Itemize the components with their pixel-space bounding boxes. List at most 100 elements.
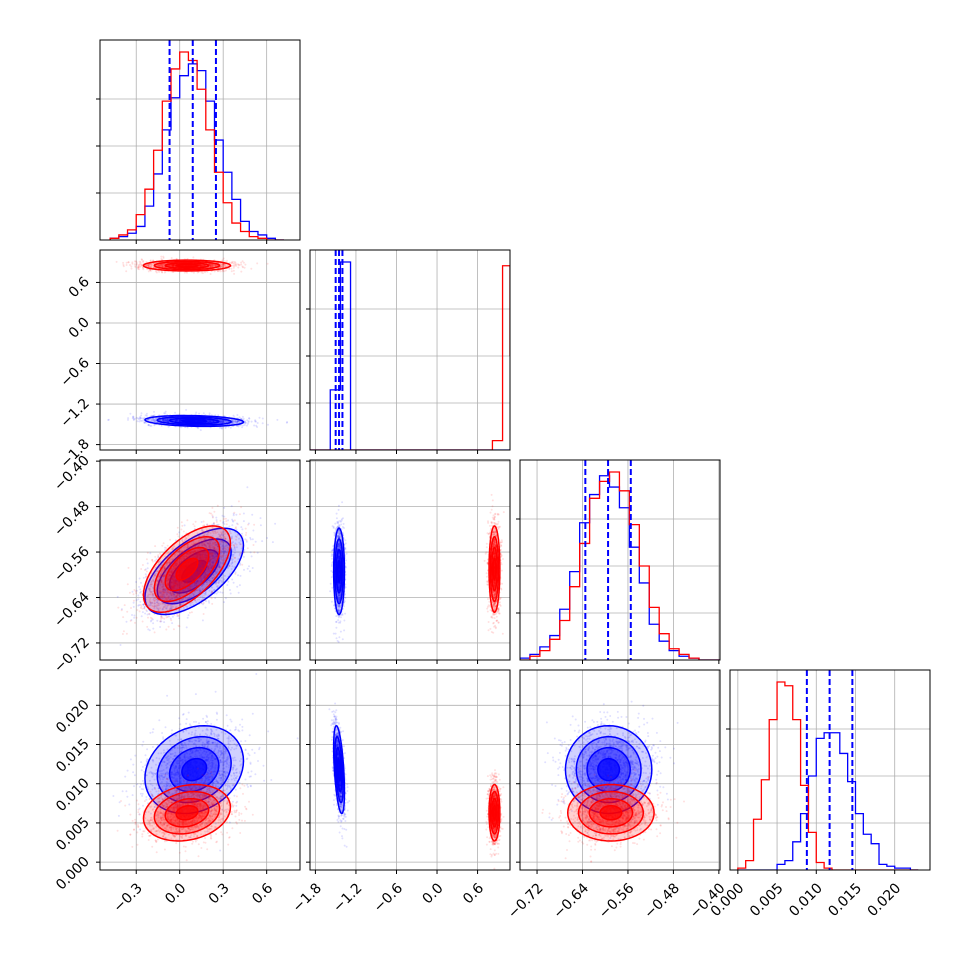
sample-point-red xyxy=(171,264,174,267)
sample-point-blue xyxy=(239,574,242,577)
sample-point-blue xyxy=(244,422,246,425)
sample-point-red xyxy=(134,266,137,269)
sample-point-blue xyxy=(245,421,247,424)
sample-point-blue xyxy=(248,417,251,420)
sample-point-red xyxy=(172,263,174,266)
sample-point-red xyxy=(201,265,204,267)
sample-point-blue xyxy=(143,421,146,424)
sample-point-red xyxy=(137,266,140,269)
sample-point-blue xyxy=(178,419,181,422)
sample-point-blue xyxy=(161,418,164,421)
sample-point-red xyxy=(242,261,245,264)
contour-red xyxy=(164,262,210,269)
sample-point-blue xyxy=(138,420,141,423)
sample-point-blue xyxy=(221,514,224,517)
sample-point-red xyxy=(199,265,202,268)
sample-point-blue xyxy=(176,419,179,422)
sample-point-blue xyxy=(175,419,178,421)
sample-point-red xyxy=(234,261,237,264)
sample-point-blue xyxy=(153,419,156,421)
panel-frame xyxy=(309,249,511,451)
sample-point-red xyxy=(201,272,204,275)
sample-point-red xyxy=(188,611,191,614)
sample-point-blue xyxy=(221,591,224,594)
sample-point-red xyxy=(125,270,128,273)
sample-point-red xyxy=(149,259,152,262)
sample-point-red xyxy=(172,263,175,266)
sample-point-blue xyxy=(208,420,211,423)
sample-point-blue xyxy=(137,604,140,607)
sample-point-red xyxy=(183,271,186,274)
sample-point-blue xyxy=(168,578,170,581)
y-tick-label: −0.6 xyxy=(57,355,92,390)
sample-point-red xyxy=(231,260,234,263)
sample-point-red xyxy=(226,259,228,262)
sample-point-blue xyxy=(207,600,210,603)
sample-point-red xyxy=(131,262,134,265)
sample-point-blue xyxy=(165,419,168,422)
sample-point-red xyxy=(211,264,214,267)
sample-point-red xyxy=(147,265,150,268)
sample-point-blue xyxy=(222,421,225,424)
sample-point-red xyxy=(139,261,142,264)
sample-point-red xyxy=(165,547,168,549)
sample-point-blue xyxy=(209,552,212,555)
sample-point-red xyxy=(171,264,174,267)
sample-point-red xyxy=(214,264,217,267)
sample-point-blue xyxy=(147,423,150,426)
sample-point-red xyxy=(161,264,164,267)
sample-point-red xyxy=(140,263,143,266)
sample-point-red xyxy=(241,535,244,538)
sample-point-red xyxy=(145,261,148,264)
sample-point-blue xyxy=(236,414,239,416)
sample-point-blue xyxy=(152,418,155,421)
sample-point-blue xyxy=(129,412,132,415)
sample-point-blue xyxy=(238,584,241,587)
sample-point-blue xyxy=(231,422,233,425)
sample-point-blue xyxy=(154,419,157,422)
sample-point-red xyxy=(160,257,163,260)
sample-point-blue xyxy=(286,421,289,423)
sample-point-blue xyxy=(167,417,170,420)
sample-point-blue xyxy=(223,506,226,509)
sample-point-red xyxy=(161,271,163,274)
sample-point-blue xyxy=(165,418,168,421)
sample-point-blue xyxy=(202,551,205,554)
sample-point-blue xyxy=(239,417,242,420)
sample-point-blue xyxy=(135,581,138,583)
sample-point-red xyxy=(172,265,175,268)
contour-blue xyxy=(144,414,245,428)
sample-point-blue xyxy=(169,592,172,595)
sample-point-blue xyxy=(175,419,177,422)
sample-point-blue xyxy=(228,525,231,528)
sample-point-red xyxy=(149,265,152,268)
sample-point-blue xyxy=(135,599,138,602)
sample-point-blue xyxy=(209,420,211,423)
sample-point-blue xyxy=(139,600,142,603)
sample-point-blue xyxy=(166,419,169,422)
sample-point-blue xyxy=(144,421,146,424)
sample-point-red xyxy=(213,270,216,273)
sample-point-blue xyxy=(209,420,212,423)
sample-point-blue xyxy=(237,420,240,423)
sample-point-blue xyxy=(175,420,177,422)
sample-point-red xyxy=(242,551,245,554)
sample-point-blue xyxy=(236,425,239,427)
sample-point-red xyxy=(125,261,128,264)
sample-point-red xyxy=(198,264,201,267)
sample-point-blue xyxy=(163,419,166,422)
sample-point-red xyxy=(250,267,253,270)
sample-point-blue xyxy=(152,586,154,589)
sample-point-red xyxy=(160,263,163,266)
sample-point-blue xyxy=(153,420,156,423)
sample-point-blue xyxy=(220,420,223,423)
sample-point-blue xyxy=(229,426,232,429)
sample-point-blue xyxy=(222,420,225,423)
sample-point-blue xyxy=(217,414,220,417)
sample-point-blue xyxy=(252,529,255,532)
sample-point-red xyxy=(132,599,135,602)
sample-point-red xyxy=(201,264,204,267)
sample-point-red xyxy=(208,263,211,265)
sample-point-red xyxy=(240,506,243,509)
sample-point-blue xyxy=(222,420,225,423)
